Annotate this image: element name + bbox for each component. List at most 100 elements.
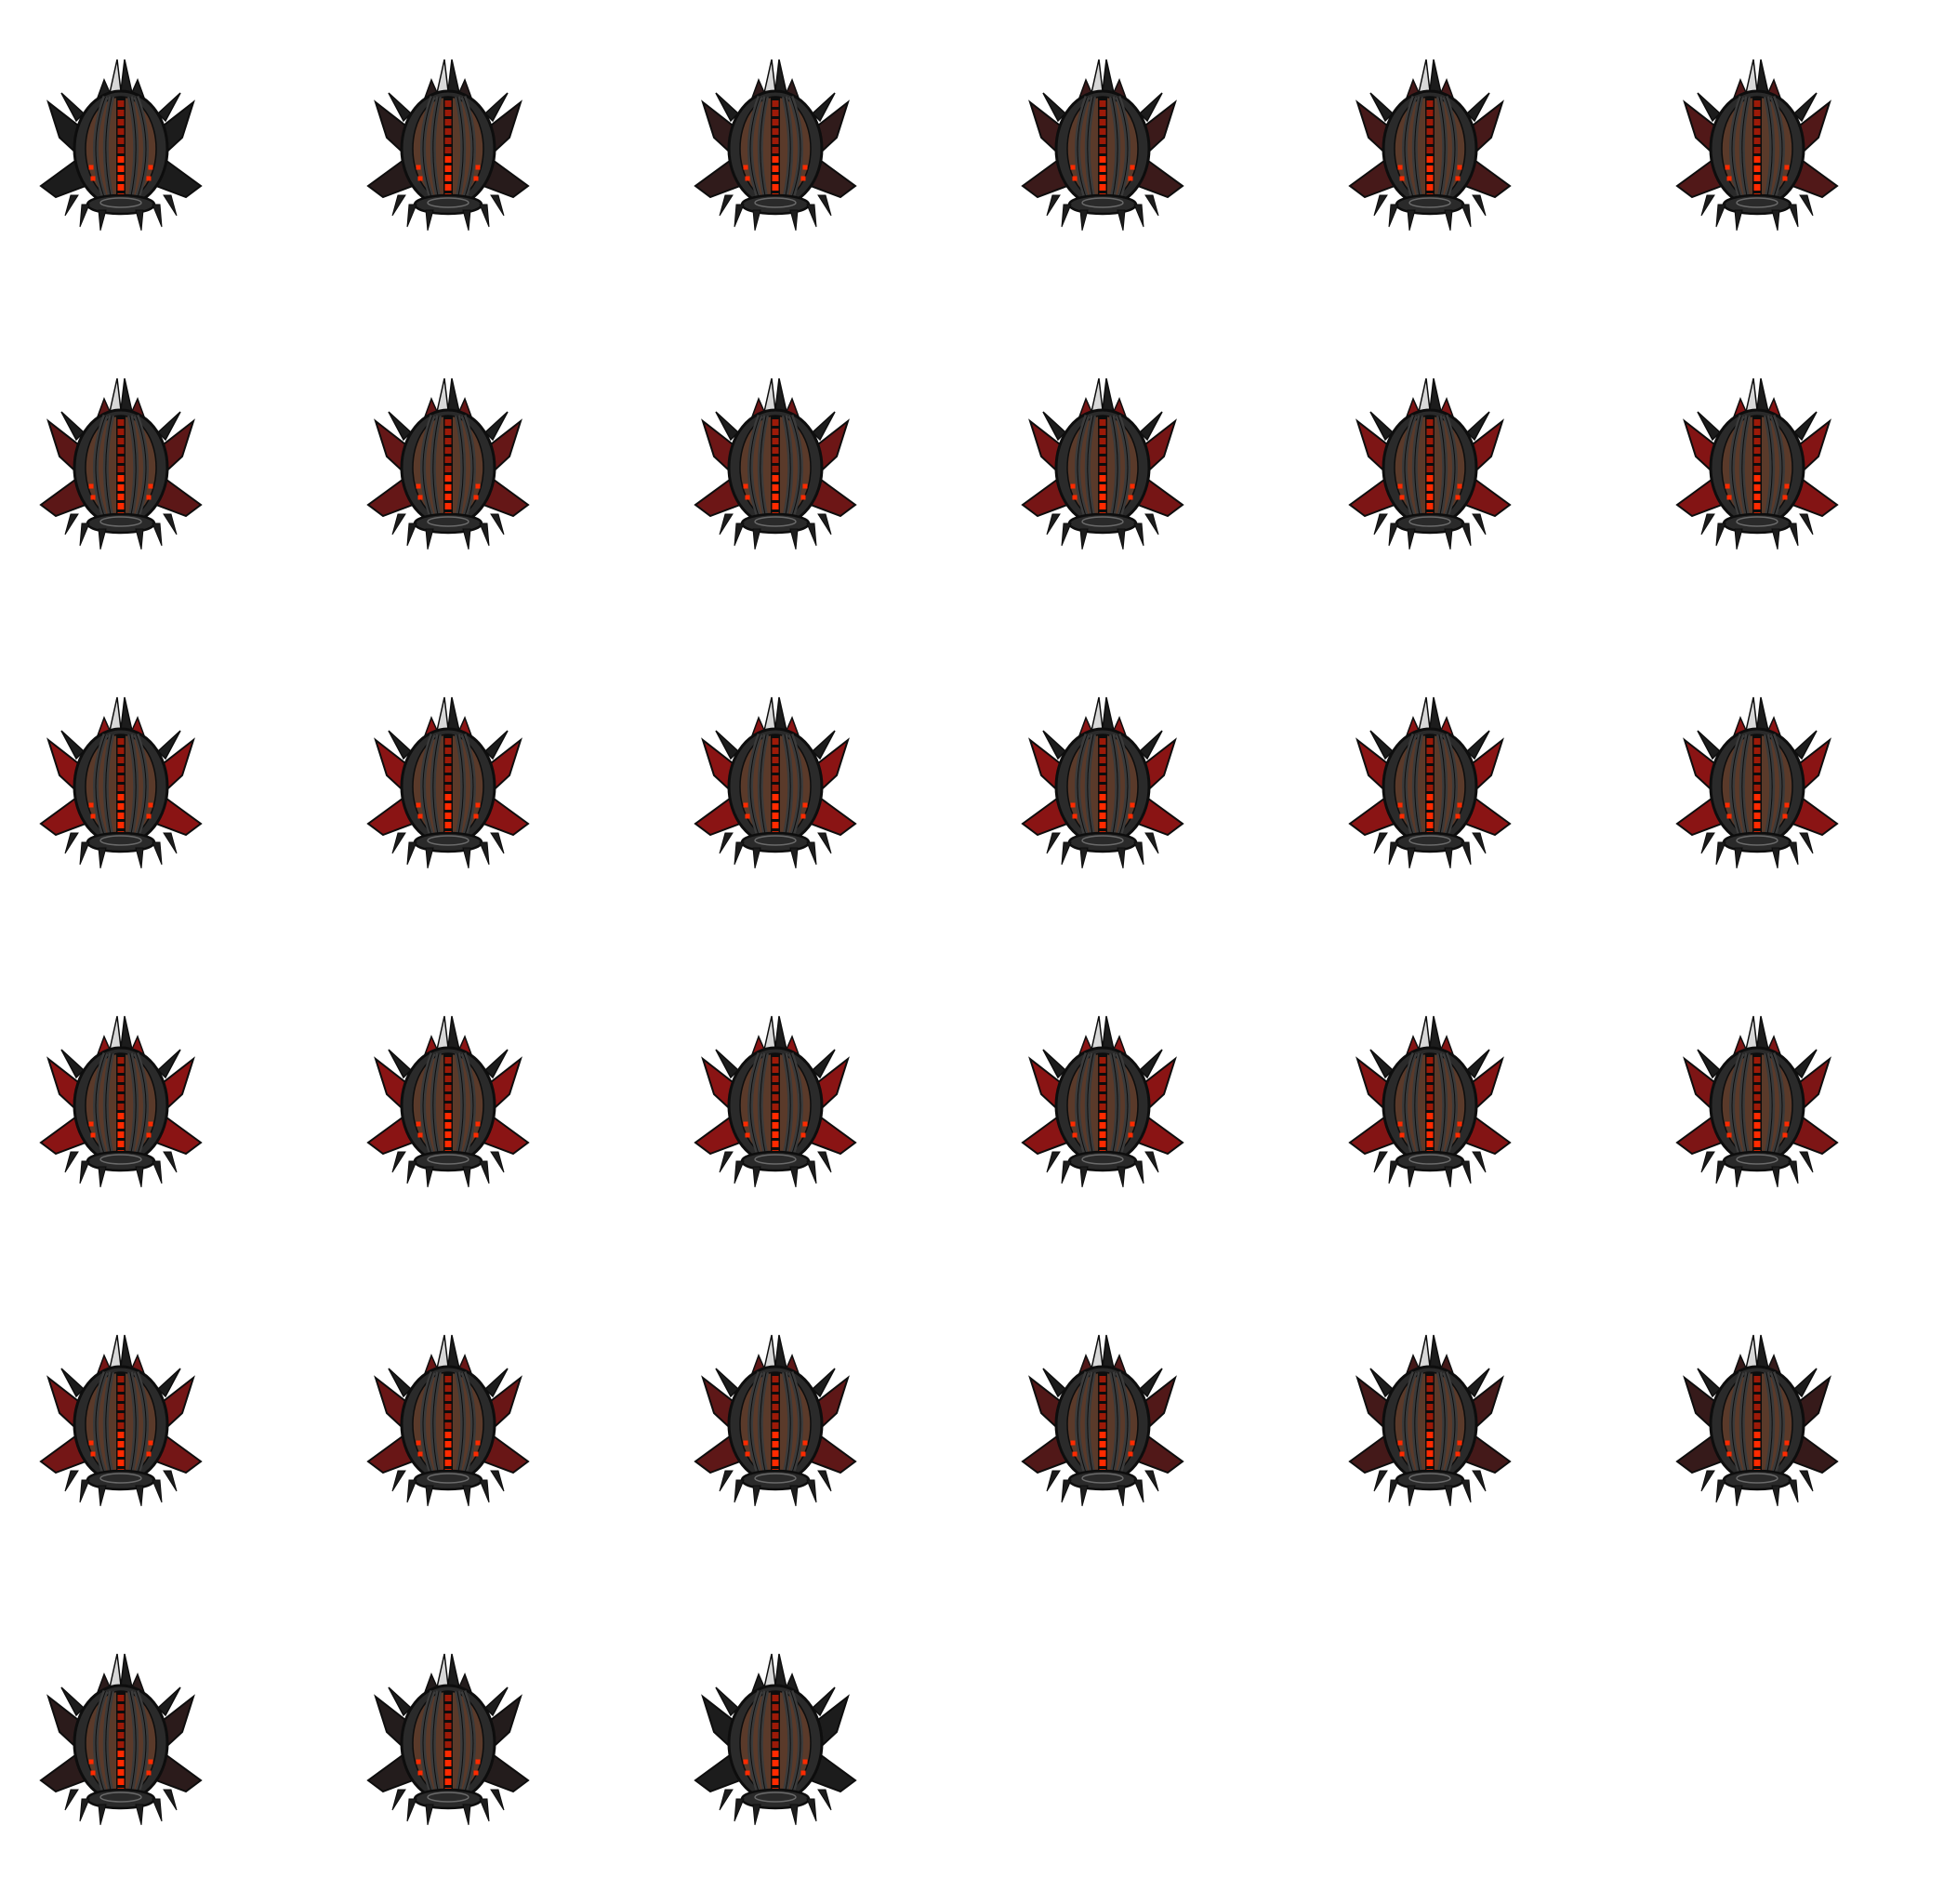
bottom-claw [1461,1479,1472,1503]
light-cell [444,1741,452,1748]
right-horn-spike [1465,92,1490,123]
bottom-claw [135,1804,144,1826]
side-glow [88,1440,94,1446]
light-cell [772,775,779,782]
light-cell [1426,1113,1434,1119]
crown-spike-right [774,1653,787,1688]
light-cell [772,1385,779,1392]
hull-rib-line [129,415,137,521]
hull-rib-line [1731,1371,1742,1477]
bottom-rim-inner [1736,516,1778,527]
bottom-claw [1117,1166,1126,1188]
hull-rib-line [1111,415,1118,521]
bottom-claw [719,1789,734,1811]
light-cell [772,128,779,135]
crown-spike-left [763,377,776,413]
hull-rib-line [463,96,474,202]
light-cell [1753,1432,1761,1438]
light-cell [1426,175,1434,181]
crown-spike-left [109,1334,122,1369]
light-cell [117,1113,125,1119]
bottom-claw [1734,1166,1743,1188]
side-glow [1455,176,1461,181]
bottom-claw [1388,1160,1399,1184]
light-cell [772,1122,779,1129]
light-cell [1426,1460,1434,1466]
hull-rib-line [129,1371,137,1477]
light-cell [772,1723,779,1729]
side-glow [800,176,806,181]
light-cell [1099,1113,1106,1119]
bottom-claw [806,1160,817,1184]
side-glow [1782,176,1788,181]
bottom-claw [1388,204,1399,228]
side-glow [1070,1440,1076,1446]
side-glow [475,483,481,489]
light-cell [117,484,125,491]
bottom-claw [1046,513,1061,536]
bottom-claw [1715,1479,1726,1503]
light-cell [1426,429,1434,435]
bottom-claw [817,1789,832,1811]
light-cell [117,1057,125,1064]
light-cell [1426,1376,1434,1382]
bottom-claw [391,194,406,217]
light-cell [117,156,125,163]
light-cell [1426,1122,1434,1129]
sprite-frame [1664,694,1850,870]
side-glow [745,176,750,181]
light-cell [772,447,779,454]
light-cell [1753,165,1761,172]
light-cell [1099,156,1106,163]
left-horn-spike [715,730,740,760]
right-horn-spike [156,1049,181,1079]
left-horn-spike [60,1049,86,1079]
bottom-claw [806,522,817,547]
bottom-claw [1799,513,1814,536]
light-cell [1426,794,1434,800]
side-glow [1130,165,1135,170]
light-cell [444,1385,452,1392]
light-cell [117,138,125,144]
light-cell [444,1713,452,1720]
bottom-claw [98,1485,107,1507]
bottom-claw [1133,841,1144,866]
side-glow [1399,1132,1405,1138]
light-cell [1753,1413,1761,1420]
bottom-claw [98,1166,107,1188]
hull-rib-line [95,415,106,521]
hull-rib-line [95,96,106,202]
side-glow [88,1759,94,1765]
spiked-orb-ship-icon [1675,696,1839,869]
hull-rib-line [456,1052,464,1158]
hull-rib-line [1741,734,1749,840]
light-cell [1753,747,1761,754]
light-cell [1099,1395,1106,1401]
bottom-claw [1799,194,1814,217]
hull-rib-line [1445,734,1456,840]
hull-rib-line [1414,96,1421,202]
spiked-orb-ship-icon [694,1653,857,1826]
light-cell [772,1085,779,1091]
light-cell [1099,1104,1106,1110]
bottom-rim-inner [99,516,142,527]
bottom-claw [98,209,107,231]
light-cell [1099,794,1106,800]
bottom-claw [406,204,417,228]
light-cell [1426,785,1434,791]
side-glow [1072,176,1078,181]
sprite-frame [355,375,541,551]
bottom-claw [406,841,417,866]
bottom-claw [1373,513,1388,536]
spiked-orb-ship-icon [39,696,203,869]
bottom-rim-inner [1736,1473,1778,1484]
light-cell [1753,794,1761,800]
side-glow [475,802,481,808]
sprite-frame [1337,375,1523,551]
light-cell [1753,138,1761,144]
side-glow [1784,1121,1790,1127]
bottom-claw [163,513,178,536]
light-cell [444,429,452,435]
light-cell [117,1751,125,1757]
crown-spike-right [774,696,787,732]
